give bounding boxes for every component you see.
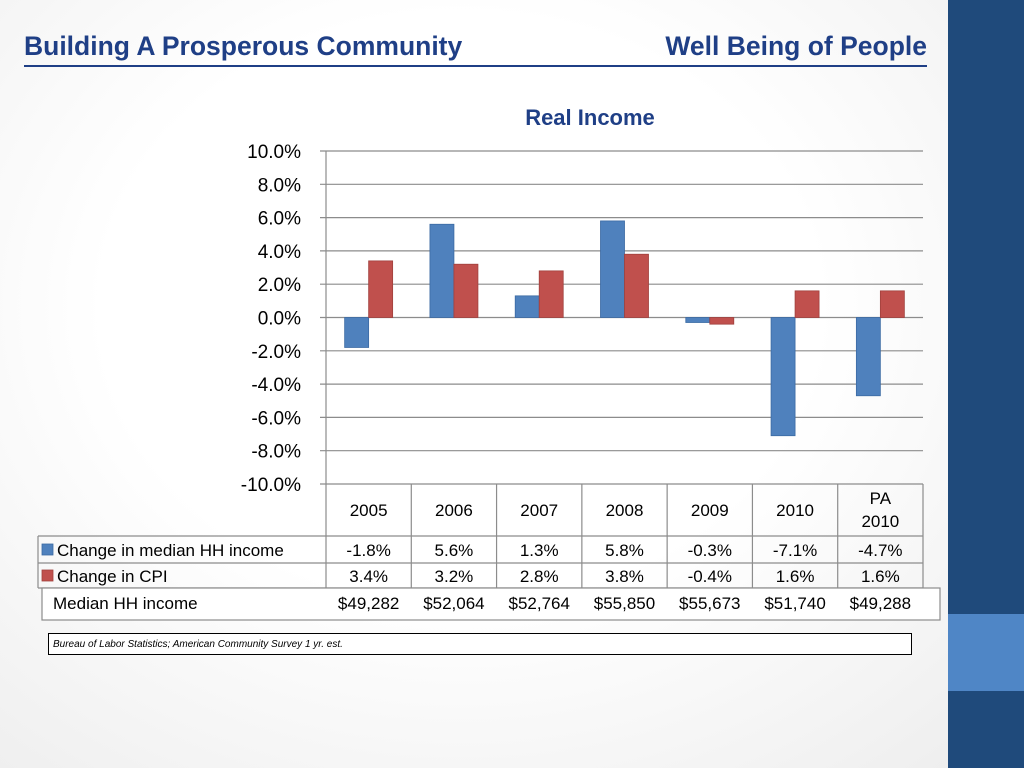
- legend-label: Change in median HH income: [57, 541, 284, 560]
- bar-cpi: [538, 270, 564, 318]
- median-income-label: Median HH income: [53, 594, 198, 613]
- category-label: 2007: [520, 501, 558, 520]
- y-tick-label: -4.0%: [251, 375, 301, 396]
- bar-income: [429, 223, 455, 318]
- bar-income: [600, 220, 625, 318]
- data-table-cell: 1.6%: [776, 567, 815, 586]
- median-income-value: $51,740: [764, 594, 825, 613]
- bar-income: [855, 317, 881, 397]
- real-income-chart: 10.0% 8.0% 6.0% 4.0% 2.0% 0.0% -2.0% -4.0% -6.0%…: [37, 142, 941, 621]
- source-note: Bureau of Labor Statistics; American Com…: [48, 633, 912, 655]
- data-table-cell: 1.3%: [520, 541, 559, 560]
- y-tick-label: 4.0%: [258, 242, 301, 263]
- bar-income: [514, 295, 540, 318]
- median-income-value: $52,064: [423, 594, 484, 613]
- data-table-cell: 3.4%: [349, 567, 388, 586]
- legend-label: Change in CPI: [57, 567, 168, 586]
- sidebar-accent: [948, 614, 1024, 691]
- y-tick-label: -8.0%: [251, 442, 301, 463]
- category-label: 2008: [606, 501, 644, 520]
- bar-income: [344, 317, 370, 348]
- median-income-value: $52,764: [508, 594, 569, 613]
- category-label: PA: [870, 489, 892, 508]
- bar-cpi: [624, 253, 649, 318]
- bar-cpi: [709, 317, 735, 325]
- source-text: Bureau of Labor Statistics; American Com…: [53, 639, 343, 650]
- data-table-cell: -4.7%: [858, 541, 902, 560]
- category-label: 2009: [691, 501, 729, 520]
- median-income-row: [41, 587, 941, 621]
- bar-cpi: [368, 260, 394, 318]
- y-tick-label: -2.0%: [251, 342, 301, 363]
- data-table-cell: 2.8%: [520, 567, 559, 586]
- bar-cpi: [453, 263, 479, 318]
- bar-cpi: [879, 290, 905, 318]
- data-table-cell: 5.6%: [435, 541, 474, 560]
- data-table-cell: -0.3%: [688, 541, 732, 560]
- bar-cpi: [794, 290, 820, 318]
- y-tick-label: 2.0%: [258, 275, 301, 296]
- data-table-cell: 3.2%: [435, 567, 474, 586]
- y-tick-label: 0.0%: [258, 309, 301, 330]
- y-tick-label: 10.0%: [247, 142, 301, 163]
- category-label: 2010: [776, 501, 814, 520]
- chart-title: Real Income: [525, 105, 655, 130]
- y-tick-label: -6.0%: [251, 408, 301, 429]
- data-table-cell: -1.8%: [346, 541, 390, 560]
- y-tick-label: -10.0%: [241, 475, 301, 496]
- slide-title-left: Building A Prosperous Community: [24, 31, 463, 61]
- legend-key: [41, 569, 54, 582]
- median-income-value: $55,673: [679, 594, 740, 613]
- slide-title-right: Well Being of People: [665, 31, 927, 61]
- bar-income: [685, 317, 711, 323]
- slide-title: Building A Prosperous Community Well Bei…: [24, 29, 927, 67]
- y-tick-label: 6.0%: [258, 209, 301, 230]
- category-label: 2010: [861, 512, 899, 531]
- data-table-cell: 1.6%: [861, 567, 900, 586]
- median-income-value: $49,288: [850, 594, 911, 613]
- legend-key: [41, 543, 54, 556]
- median-income-value: $49,282: [338, 594, 399, 613]
- category-label: 2006: [435, 501, 473, 520]
- data-table-cell: 3.8%: [605, 567, 644, 586]
- median-income-value: $55,850: [594, 594, 655, 613]
- data-table-cell: -0.4%: [688, 567, 732, 586]
- data-table-cell: 5.8%: [605, 541, 644, 560]
- bar-income: [770, 317, 796, 437]
- category-label: 2005: [350, 501, 388, 520]
- y-tick-label: 8.0%: [258, 175, 301, 196]
- data-table-cell: -7.1%: [773, 541, 817, 560]
